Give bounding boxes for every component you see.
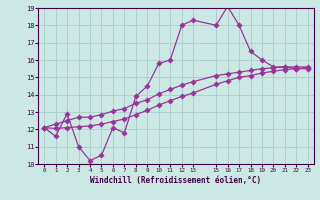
X-axis label: Windchill (Refroidissement éolien,°C): Windchill (Refroidissement éolien,°C) [91,176,261,185]
